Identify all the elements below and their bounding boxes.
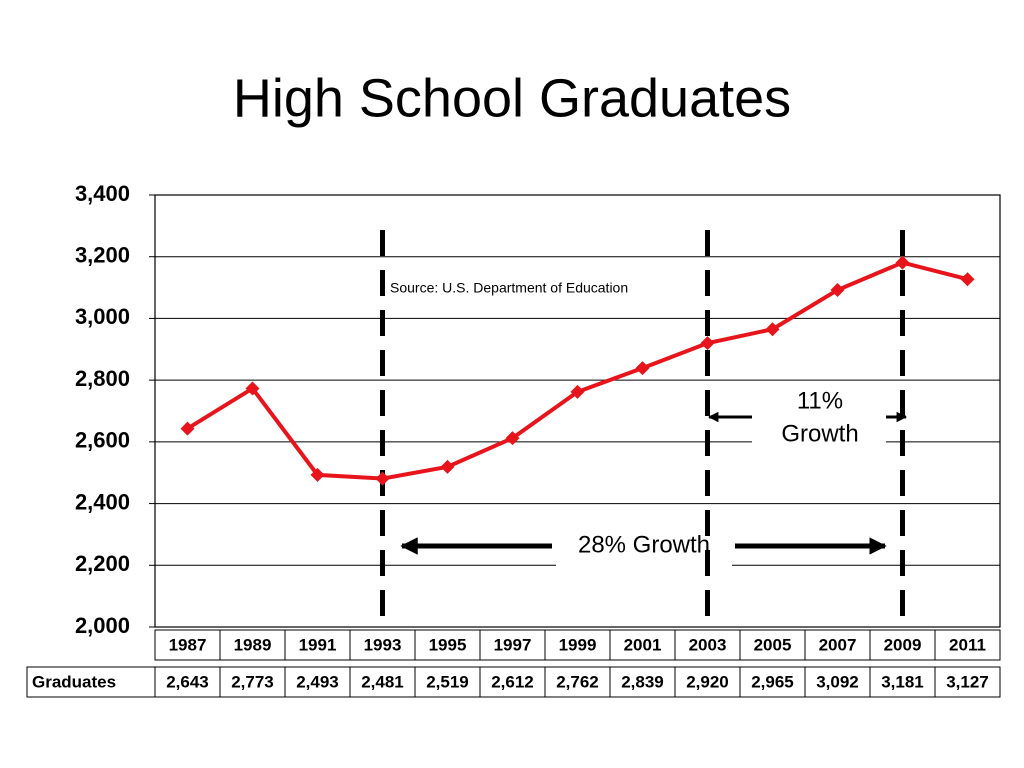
table-cell (869, 629, 936, 661)
table-cell (284, 666, 351, 698)
data-point (960, 272, 975, 287)
x-tick-label: 2007 (819, 635, 857, 654)
y-tick-label: 2,400 (75, 489, 130, 514)
x-tick-label: 1989 (234, 635, 272, 654)
table-cell (674, 629, 741, 661)
annotation: Growth (781, 420, 858, 447)
table-cell (869, 666, 936, 698)
table-cell (284, 629, 351, 661)
annotation: 28% Growth (578, 531, 710, 558)
table-cell (609, 629, 676, 661)
data-point (505, 431, 520, 446)
y-tick-label: 3,000 (75, 304, 130, 329)
y-tick-label: 3,400 (75, 181, 130, 206)
data-point (375, 471, 390, 486)
data-point (310, 467, 325, 482)
x-tick-label: 2011 (949, 635, 986, 654)
table-cell (479, 666, 546, 698)
x-tick-label: 2005 (754, 635, 792, 654)
data-point (180, 421, 195, 436)
data-point (765, 322, 780, 337)
table-cell (349, 629, 416, 661)
annotation: 11% (797, 387, 843, 414)
annotation-bg (752, 381, 886, 455)
table-cell (479, 629, 546, 661)
table-value: 2,493 (296, 672, 339, 691)
chart-title: High School Graduates (233, 68, 791, 128)
legend-label: Graduates (32, 672, 116, 691)
table-cell (414, 629, 481, 661)
table-value: 3,127 (946, 672, 989, 691)
x-tick-label: 2003 (689, 635, 727, 654)
data-point (700, 336, 715, 351)
table-cell (154, 629, 221, 661)
table-cell (544, 666, 611, 698)
table-value: 2,920 (686, 672, 729, 691)
x-tick-label: 1987 (169, 635, 207, 654)
x-tick-label: 2001 (624, 635, 662, 654)
table-cell (934, 629, 1001, 661)
table-value: 2,612 (491, 672, 534, 691)
table-cell (609, 666, 676, 698)
table-cell (26, 666, 156, 698)
table-value: 2,643 (166, 672, 209, 691)
x-tick-label: 1999 (559, 635, 597, 654)
source-note: Source: U.S. Department of Education (390, 280, 628, 296)
x-tick-label: 1991 (299, 635, 337, 654)
table-value: 2,839 (621, 672, 664, 691)
table-value: 2,773 (231, 672, 274, 691)
y-tick-label: 2,200 (75, 551, 130, 576)
data-point (570, 384, 585, 399)
y-tick-label: 3,200 (75, 243, 130, 268)
y-tick-label: 2,000 (75, 613, 130, 638)
x-tick-label: 2009 (884, 635, 922, 654)
table-value: 2,519 (426, 672, 469, 691)
data-point (245, 381, 260, 396)
table-value: 2,762 (556, 672, 599, 691)
table-cell (934, 666, 1001, 698)
table-value: 3,181 (881, 672, 924, 691)
y-tick-label: 2,600 (75, 428, 130, 453)
data-point (830, 283, 845, 298)
data-point (635, 361, 650, 376)
x-tick-label: 1993 (364, 635, 402, 654)
y-tick-label: 2,800 (75, 366, 130, 391)
table-cell (219, 666, 286, 698)
table-cell (739, 629, 806, 661)
x-tick-label: 1997 (494, 635, 532, 654)
data-point (895, 255, 910, 270)
table-cell (739, 666, 806, 698)
table-cell (219, 629, 286, 661)
table-value: 2,481 (361, 672, 404, 691)
annotation-bg (556, 527, 732, 567)
table-cell (544, 629, 611, 661)
x-tick-label: 1995 (429, 635, 467, 654)
table-value: 2,965 (751, 672, 794, 691)
table-value: 3,092 (816, 672, 859, 691)
table-cell (154, 666, 221, 698)
plot-frame (154, 194, 1001, 628)
data-point (440, 459, 455, 474)
